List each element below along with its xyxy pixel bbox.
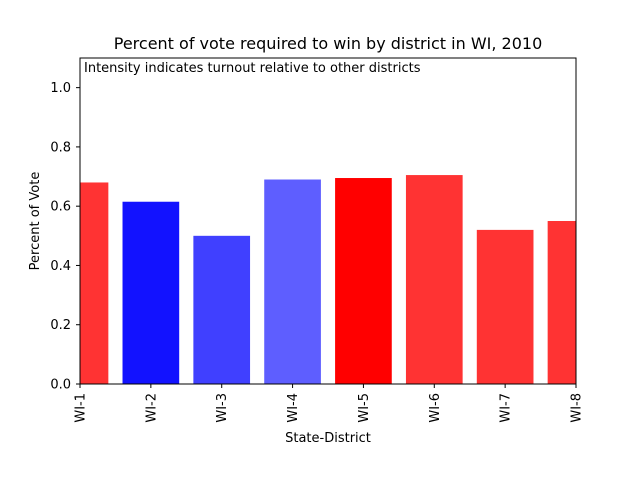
x-axis-label: State-District: [285, 431, 371, 446]
y-axis: 0.0 0.2 0.4 0.6 0.8 1.0: [50, 81, 80, 393]
y-tick-label: 0.0: [50, 378, 71, 393]
bar-wi-8: [547, 221, 576, 384]
y-tick-label: 1.0: [50, 81, 71, 96]
bar-wi-3: [193, 235, 251, 384]
x-tick-label: WI-8: [570, 393, 585, 423]
plot-frame: [79, 57, 577, 385]
x-tick-label: WI-3: [215, 393, 230, 423]
y-tick-label: 0.8: [50, 140, 71, 155]
x-tick-label: WI-6: [428, 393, 443, 423]
x-tick-label: WI-1: [74, 393, 89, 423]
x-tick-label: WI-7: [499, 393, 514, 423]
chart-title: Percent of vote required to win by distr…: [114, 34, 543, 53]
bar-wi-4: [264, 179, 321, 384]
x-axis: WI-1 WI-2 WI-3 WI-4 WI-5 WI-6 WI-7 WI-8: [74, 384, 585, 423]
bar-wi-6: [405, 175, 463, 384]
bar-wi-5: [335, 178, 392, 384]
bar-wi-1: [80, 182, 109, 384]
x-tick-label: WI-4: [286, 393, 301, 423]
bar-wi-7: [476, 229, 534, 384]
y-tick-label: 0.2: [50, 318, 71, 333]
chart-annotation: Intensity indicates turnout relative to …: [84, 61, 421, 76]
y-axis-label: Percent of Vote: [28, 172, 43, 271]
bar-wi-2: [122, 201, 180, 384]
bars-group: [80, 175, 576, 384]
x-tick-label: WI-2: [144, 393, 159, 423]
x-tick-label: WI-5: [357, 393, 372, 423]
y-tick-label: 0.4: [50, 259, 71, 274]
y-tick-label: 0.6: [50, 200, 71, 215]
